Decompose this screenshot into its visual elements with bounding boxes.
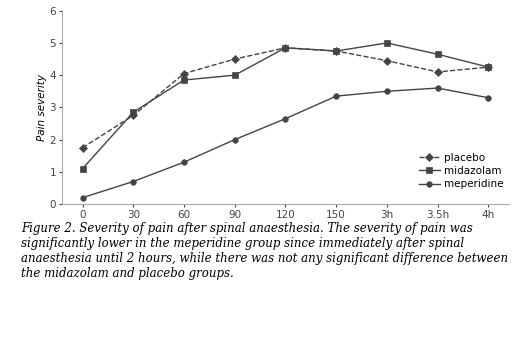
- Line: midazolam: midazolam: [80, 40, 491, 171]
- meperidine: [384, 89, 390, 93]
- placebo: [384, 59, 390, 63]
- placebo: [231, 57, 238, 61]
- placebo: [130, 113, 136, 117]
- midazolam: [181, 78, 187, 82]
- placebo: [181, 72, 187, 76]
- meperidine: [79, 195, 86, 200]
- meperidine: [333, 94, 339, 98]
- meperidine: [130, 179, 136, 184]
- meperidine: [231, 137, 238, 142]
- midazolam: [384, 41, 390, 45]
- meperidine: [181, 160, 187, 164]
- Text: Figure 2. Severity of pain after spinal anaesthesia. The severity of pain was si: Figure 2. Severity of pain after spinal …: [21, 222, 508, 280]
- placebo: [333, 49, 339, 53]
- meperidine: [485, 96, 491, 100]
- midazolam: [130, 110, 136, 115]
- Line: meperidine: meperidine: [80, 85, 491, 200]
- placebo: [434, 70, 441, 74]
- midazolam: [282, 45, 289, 50]
- meperidine: [434, 86, 441, 90]
- midazolam: [333, 49, 339, 53]
- placebo: [282, 45, 289, 50]
- Legend: placebo, midazolam, meperidine: placebo, midazolam, meperidine: [419, 153, 503, 189]
- placebo: [485, 65, 491, 69]
- midazolam: [485, 65, 491, 69]
- Y-axis label: Pain severity: Pain severity: [37, 74, 47, 141]
- meperidine: [282, 117, 289, 121]
- midazolam: [79, 166, 86, 171]
- placebo: [79, 145, 86, 150]
- midazolam: [231, 73, 238, 77]
- Line: placebo: placebo: [80, 45, 491, 150]
- midazolam: [434, 52, 441, 56]
